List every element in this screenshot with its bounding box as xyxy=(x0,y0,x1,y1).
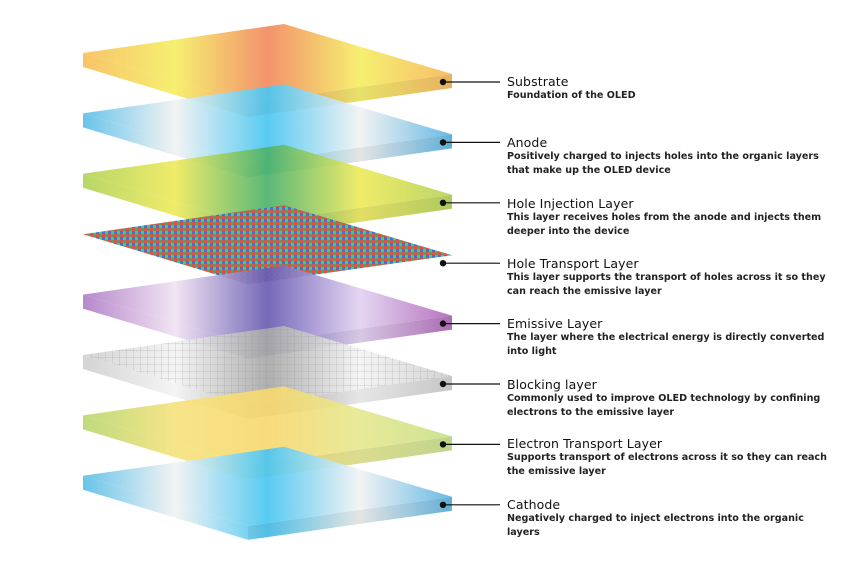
label-blocking-layer: Blocking layer Commonly used to improve … xyxy=(507,377,837,420)
layer-top-face xyxy=(83,24,452,103)
layer-description: Foundation of the OLED xyxy=(507,90,636,101)
layer-top-face xyxy=(83,205,452,285)
layer-description: Commonly used to improve OLED technology… xyxy=(507,393,821,418)
leader-dot xyxy=(439,78,447,86)
label-electron-transport-layer: Electron Transport Layer Supports transp… xyxy=(507,436,837,479)
layer-hole-transport-layer xyxy=(83,205,500,285)
layer-title: Hole Transport Layer xyxy=(507,256,639,271)
layer-right-edge xyxy=(248,496,452,540)
layer-left-edge xyxy=(83,475,248,540)
layer-title: Cathode xyxy=(507,497,561,512)
label-anode: Anode Positively charged to injects hole… xyxy=(507,135,837,178)
leader-dot xyxy=(439,380,447,388)
layer-description: This layer supports the transport of hol… xyxy=(507,272,826,297)
leader-dot xyxy=(439,501,447,508)
layer-top-face xyxy=(83,144,452,224)
layer-title: Emissive Layer xyxy=(507,316,603,331)
leader-dot xyxy=(439,441,447,448)
layer-top-face xyxy=(83,84,452,164)
layer-description: This layer receives holes from the anode… xyxy=(507,212,822,237)
leader-dot xyxy=(439,260,447,267)
leader-dot xyxy=(439,199,447,206)
layer-top-face xyxy=(83,265,452,345)
layer-edge-shade xyxy=(248,496,452,540)
label-hole-injection-layer: Hole Injection Layer This layer receives… xyxy=(507,196,837,239)
layer-description: Negatively charged to inject electrons i… xyxy=(507,513,804,538)
leader-dot xyxy=(439,139,447,146)
layer-title: Electron Transport Layer xyxy=(507,436,663,451)
leader-dot xyxy=(439,320,447,327)
layer-description: The layer where the electrical energy is… xyxy=(507,332,825,357)
layer-hole-injection-layer xyxy=(83,144,500,238)
layer-title: Anode xyxy=(507,135,548,150)
layer-title: Hole Injection Layer xyxy=(507,196,634,211)
layer-title: Substrate xyxy=(507,74,569,89)
layer-top-face xyxy=(83,446,452,526)
label-emissive-layer: Emissive Layer The layer where the elect… xyxy=(507,316,837,359)
layer-description: Supports transport of electrons across i… xyxy=(507,452,827,477)
label-cathode: Cathode Negatively charged to inject ele… xyxy=(507,497,837,540)
layer-title: Blocking layer xyxy=(507,377,597,392)
layer-top-face xyxy=(83,386,452,466)
layer-grid-texture xyxy=(83,326,452,405)
layer-cathode xyxy=(83,446,500,540)
layer-description: Positively charged to injects holes into… xyxy=(507,151,819,176)
label-hole-transport-layer: Hole Transport Layer This layer supports… xyxy=(507,256,837,299)
label-substrate: Substrate Foundation of the OLED xyxy=(507,74,837,103)
